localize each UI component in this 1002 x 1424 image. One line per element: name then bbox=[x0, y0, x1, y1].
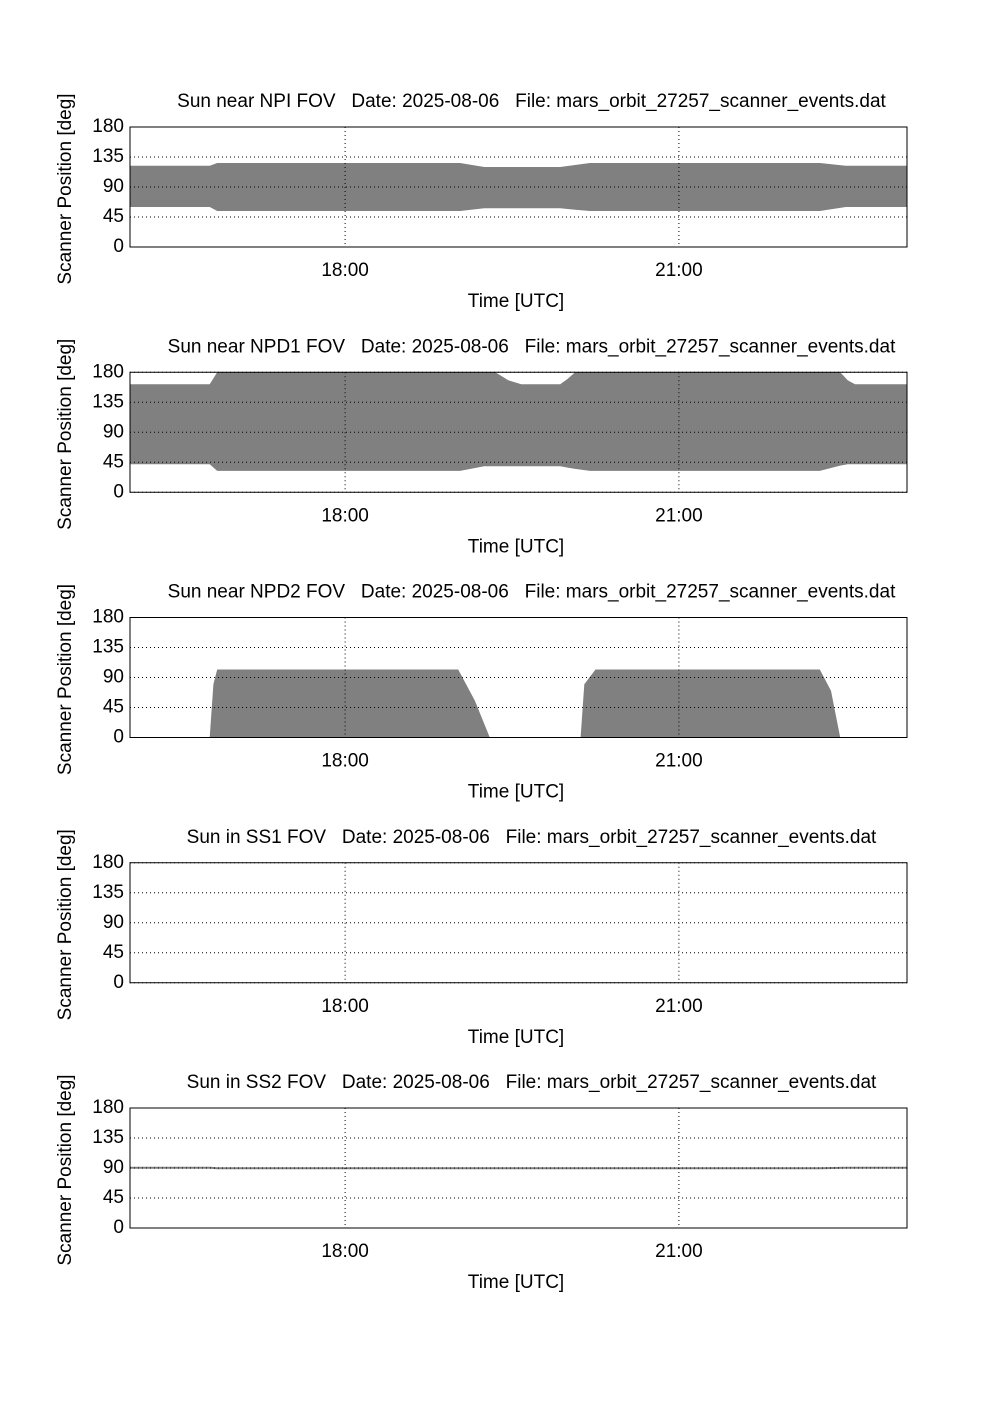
band bbox=[130, 372, 907, 471]
x-axis-label: Time [UTC] bbox=[468, 782, 564, 803]
y-axis-label: Scanner Position [deg] bbox=[55, 584, 76, 775]
y-tick-label: 0 bbox=[113, 972, 124, 993]
y-tick-label: 0 bbox=[113, 481, 124, 502]
x-axis-label: Time [UTC] bbox=[468, 536, 564, 557]
x-axis-label: Time [UTC] bbox=[468, 1027, 564, 1048]
y-tick-label: 135 bbox=[92, 882, 124, 903]
y-tick-label: 90 bbox=[103, 1157, 124, 1178]
y-tick-label: 180 bbox=[92, 116, 124, 137]
chart-title: Sun in SS2 FOV Date: 2025-08-06 File: ma… bbox=[187, 1072, 877, 1093]
y-tick-label: 45 bbox=[103, 206, 124, 227]
y-tick-label: 90 bbox=[103, 421, 124, 442]
chart-title: Sun near NPD2 FOV Date: 2025-08-06 File:… bbox=[168, 582, 896, 603]
y-tick-label: 45 bbox=[103, 451, 124, 472]
chart-title: Sun near NPI FOV Date: 2025-08-06 File: … bbox=[177, 91, 886, 112]
x-axis-label: Time [UTC] bbox=[468, 1272, 564, 1293]
x-tick-label: 21:00 bbox=[655, 751, 703, 772]
x-axis-label: Time [UTC] bbox=[468, 291, 564, 312]
plot-frame bbox=[129, 1107, 908, 1229]
y-tick-label: 90 bbox=[103, 912, 124, 933]
y-tick-label: 135 bbox=[92, 146, 124, 167]
x-tick-label: 18:00 bbox=[321, 1241, 369, 1262]
x-tick-label: 18:00 bbox=[321, 505, 369, 526]
plot-frame bbox=[129, 371, 908, 493]
y-tick-label: 180 bbox=[92, 852, 124, 873]
y-tick-label: 90 bbox=[103, 667, 124, 688]
y-tick-label: 0 bbox=[113, 236, 124, 257]
x-tick-label: 18:00 bbox=[321, 996, 369, 1017]
y-tick-label: 45 bbox=[103, 1187, 124, 1208]
plot-frame bbox=[129, 126, 908, 248]
y-tick-label: 0 bbox=[113, 727, 124, 748]
y-tick-label: 0 bbox=[113, 1217, 124, 1238]
y-axis-label: Scanner Position [deg] bbox=[55, 1074, 76, 1265]
y-tick-label: 90 bbox=[103, 176, 124, 197]
x-tick-label: 21:00 bbox=[655, 260, 703, 281]
y-tick-label: 135 bbox=[92, 637, 124, 658]
chart-title: Sun near NPD1 FOV Date: 2025-08-06 File:… bbox=[168, 336, 896, 357]
y-tick-label: 45 bbox=[103, 697, 124, 718]
plot-frame bbox=[129, 862, 908, 984]
x-tick-label: 21:00 bbox=[655, 1241, 703, 1262]
chart-title: Sun in SS1 FOV Date: 2025-08-06 File: ma… bbox=[187, 827, 877, 848]
y-tick-label: 135 bbox=[92, 391, 124, 412]
x-tick-label: 21:00 bbox=[655, 996, 703, 1017]
y-axis-label: Scanner Position [deg] bbox=[55, 829, 76, 1020]
x-tick-label: 18:00 bbox=[321, 260, 369, 281]
y-tick-label: 135 bbox=[92, 1127, 124, 1148]
x-tick-label: 21:00 bbox=[655, 505, 703, 526]
plot-frame bbox=[129, 617, 908, 738]
x-tick-label: 18:00 bbox=[321, 751, 369, 772]
y-axis-label: Scanner Position [deg] bbox=[55, 93, 76, 284]
band bbox=[130, 669, 907, 738]
y-axis-label: Scanner Position [deg] bbox=[55, 339, 76, 530]
y-tick-label: 180 bbox=[92, 607, 124, 628]
y-tick-label: 180 bbox=[92, 361, 124, 382]
y-tick-label: 180 bbox=[92, 1097, 124, 1118]
y-tick-label: 45 bbox=[103, 942, 124, 963]
